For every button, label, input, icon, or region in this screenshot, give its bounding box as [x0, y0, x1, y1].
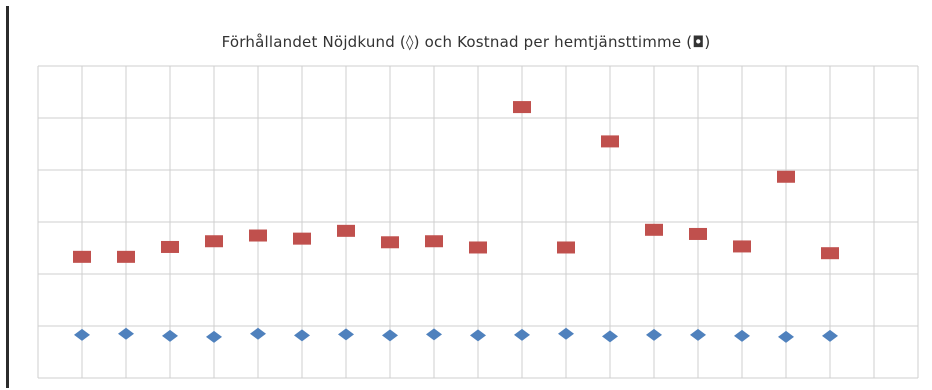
diamond-marker — [338, 328, 354, 341]
diamond-marker — [118, 327, 134, 340]
square-marker — [777, 170, 795, 183]
square-marker — [733, 240, 751, 253]
diamond-marker — [646, 328, 662, 341]
chart-left-border — [6, 6, 9, 388]
chart-grid — [37, 65, 919, 379]
square-marker — [425, 235, 443, 248]
diamond-marker — [206, 330, 222, 343]
square-marker — [689, 227, 707, 240]
chart-marks — [73, 101, 839, 343]
square-marker — [161, 240, 179, 253]
square-marker — [513, 101, 531, 114]
diamond-marker — [162, 329, 178, 342]
diamond-marker — [822, 329, 838, 342]
chart-title: Förhållandet Nöjdkund (◊) och Kostnad pe… — [221, 33, 711, 51]
diamond-marker — [602, 330, 618, 343]
diamond-marker — [426, 328, 442, 341]
diamond-marker — [294, 329, 310, 342]
diamond-marker — [382, 329, 398, 342]
diamond-marker — [470, 329, 486, 342]
square-marker — [205, 235, 223, 248]
square-marker — [337, 224, 355, 237]
square-marker — [249, 229, 267, 242]
square-marker — [601, 135, 619, 148]
diamond-marker — [558, 327, 574, 340]
square-marker — [821, 247, 839, 260]
square-marker — [645, 223, 663, 236]
diamond-marker — [250, 327, 266, 340]
square-marker — [73, 250, 91, 263]
diamond-marker — [734, 329, 750, 342]
square-marker — [381, 236, 399, 249]
diamond-marker — [74, 328, 90, 341]
square-marker — [469, 241, 487, 254]
diamond-marker — [514, 328, 530, 341]
diamond-marker — [690, 328, 706, 341]
square-marker — [117, 250, 135, 263]
square-marker — [293, 232, 311, 245]
diamond-marker — [778, 330, 794, 343]
square-marker — [557, 241, 575, 254]
